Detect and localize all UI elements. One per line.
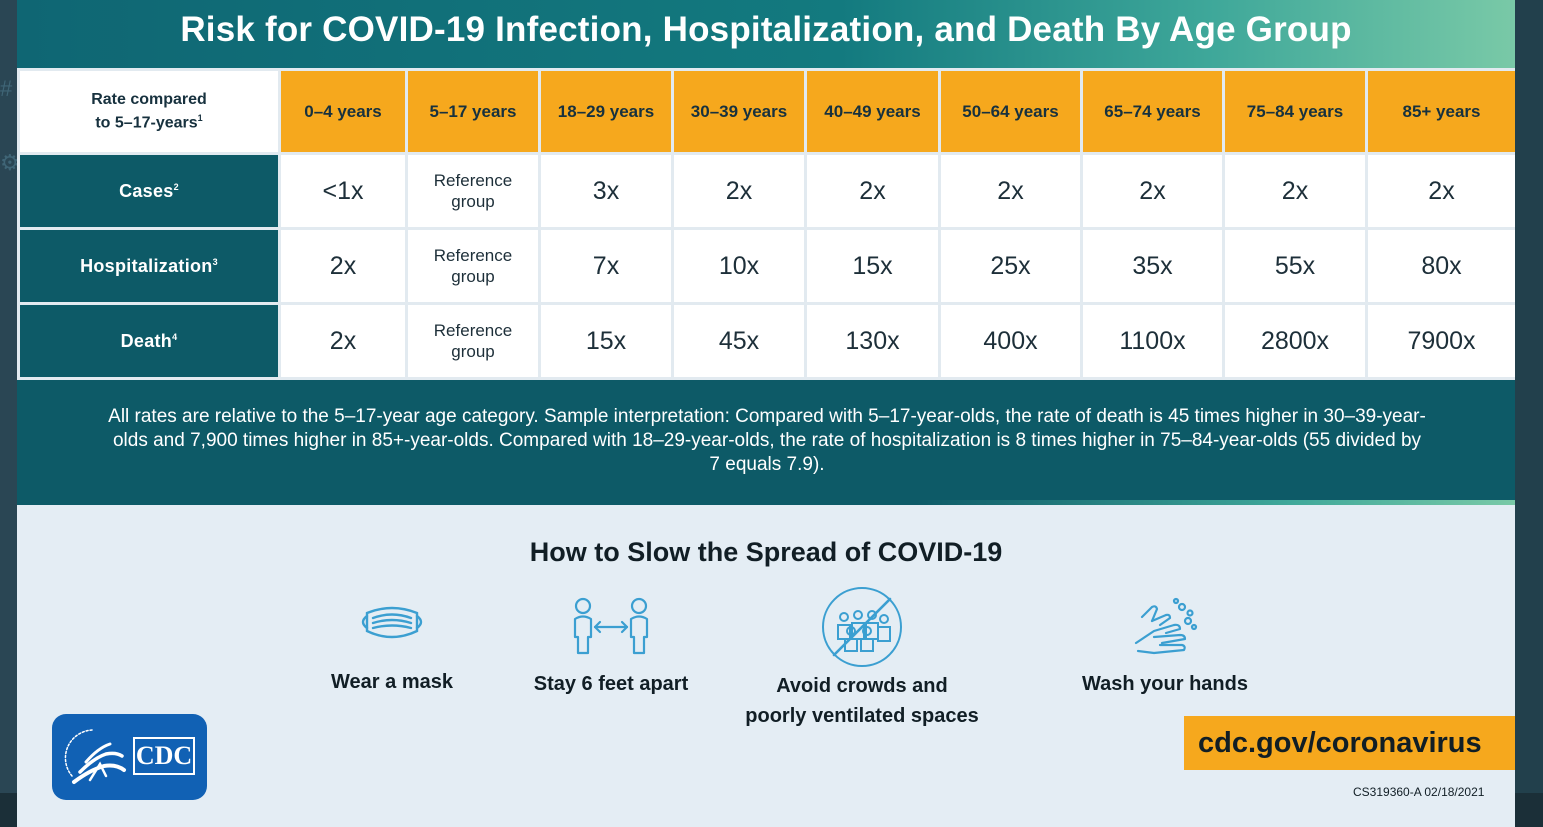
hash-icon: # (0, 76, 13, 101)
tip-wear-mask: Wear a mask (292, 597, 492, 697)
reference-cell: Reference group (405, 227, 541, 305)
reference-cell: Reference group (405, 152, 541, 230)
rate-cell: 2x (1365, 152, 1515, 230)
column-header: 65–74 years (1080, 68, 1225, 155)
rate-cell: 7x (538, 227, 674, 305)
hand-washing-icon (1134, 597, 1198, 655)
gear-icon: ⚙ (0, 150, 20, 175)
rate-cell: 2x (671, 152, 807, 230)
rate-cell: 2x (1080, 152, 1225, 230)
rate-cell: 2800x (1222, 302, 1368, 380)
rate-cell: 1100x (1080, 302, 1225, 380)
footnote-marker: 2 (173, 181, 179, 192)
left-edge-strip (0, 0, 18, 827)
row-label: Hospitalization (80, 255, 213, 276)
column-header: 50–64 years (938, 68, 1083, 155)
column-header: 30–39 years (671, 68, 807, 155)
rate-cell: 80x (1365, 227, 1515, 305)
tip-label: Stay 6 feet apart (533, 673, 689, 695)
row-label: Death (120, 330, 173, 351)
column-header: 75–84 years (1222, 68, 1368, 155)
corner-line-1: Rate compared (91, 91, 207, 109)
tip-wash-hands: Wash your hands (1045, 597, 1285, 699)
rate-cell: 130x (804, 302, 941, 380)
distance-icon (573, 597, 649, 655)
rate-cell: <1x (278, 152, 408, 230)
reference-line-1: Reference (433, 246, 513, 265)
reference-line-1: Reference (433, 321, 513, 340)
reference-line-2: group (451, 342, 495, 361)
reference-line-1: Reference (433, 171, 513, 190)
tip-label-line-2: poorly ventilated spaces (745, 705, 979, 727)
rate-cell: 2x (278, 227, 408, 305)
header-banner: Risk for COVID-19 Infection, Hospitaliza… (17, 0, 1515, 68)
rate-cell: 15x (804, 227, 941, 305)
mask-icon (361, 606, 423, 639)
rate-cell: 45x (671, 302, 807, 380)
tips-heading: How to Slow the Spread of COVID-19 (529, 537, 1003, 567)
rate-cell: 25x (938, 227, 1083, 305)
infographic: Risk for COVID-19 Infection, Hospitaliza… (17, 0, 1515, 827)
rate-cell: 2x (938, 152, 1083, 230)
document-code: CS319360-A 02/18/2021 (1353, 785, 1485, 799)
reference-line-2: group (451, 192, 495, 211)
reference-line-2: group (451, 267, 495, 286)
row-label: Cases (119, 180, 174, 201)
tip-stay-apart: Stay 6 feet apart (501, 597, 721, 699)
cdc-logo-text: CDC (133, 737, 195, 775)
tip-label: Wear a mask (331, 671, 453, 693)
footnote-marker: 4 (172, 331, 178, 342)
rate-cell: 10x (671, 227, 807, 305)
table-row-death: Death4 2x Reference group 15x 45x 130x 40… (17, 302, 1515, 380)
column-header: 5–17 years (405, 68, 541, 155)
tip-label-line-1: Avoid crowds and (776, 675, 948, 697)
table-row-cases: Cases2 <1x Reference group 3x 2x 2x 2x 2x… (17, 152, 1515, 230)
tip-label: Wash your hands (1082, 673, 1248, 695)
column-header: 40–49 years (804, 68, 941, 155)
column-header: 0–4 years (278, 68, 408, 155)
interpretation-panel: All rates are relative to the 5–17-year … (17, 380, 1515, 505)
reference-cell: Reference group (405, 302, 541, 380)
interpretation-text: All rates are relative to the 5–17-year … (108, 406, 1426, 475)
row-header: Cases2 (17, 152, 281, 230)
rate-cell: 35x (1080, 227, 1225, 305)
rate-cell: 7900x (1365, 302, 1515, 380)
rate-cell: 55x (1222, 227, 1368, 305)
column-header: 85+ years (1365, 68, 1515, 155)
page-title: Risk for COVID-19 Infection, Hospitaliza… (180, 10, 1352, 49)
rate-cell: 3x (538, 152, 674, 230)
rate-cell: 2x (804, 152, 941, 230)
row-header: Death4 (17, 302, 281, 380)
corner-header: Rate compared to 5–17-years1 (17, 68, 281, 155)
tip-avoid-crowds: Avoid crowds and poorly ventilated space… (722, 585, 1002, 731)
row-header: Hospitalization3 (17, 227, 281, 305)
corner-line-2: to 5–17-years (95, 114, 198, 132)
header-row: Rate compared to 5–17-years1 0–4 years 5… (17, 68, 1515, 155)
rate-cell: 2x (278, 302, 408, 380)
risk-table: Rate compared to 5–17-years1 0–4 years 5… (17, 68, 1515, 380)
right-edge-strip (1515, 0, 1543, 827)
no-crowds-icon (822, 587, 902, 667)
rate-cell: 15x (538, 302, 674, 380)
footnote-marker: 1 (197, 113, 203, 124)
footnote-marker: 3 (212, 256, 218, 267)
rate-cell: 2x (1222, 152, 1368, 230)
rate-cell: 400x (938, 302, 1083, 380)
hhs-eagle-icon (64, 729, 126, 784)
url-badge[interactable]: cdc.gov/coronavirus (1184, 716, 1515, 770)
column-header: 18–29 years (538, 68, 674, 155)
cdc-logo: CDC (52, 714, 207, 800)
table-row-hospitalization: Hospitalization3 2x Reference group 7x 10… (17, 227, 1515, 305)
panel-accent-edge (17, 500, 1515, 505)
url-link[interactable]: cdc.gov/coronavirus (1198, 727, 1482, 759)
